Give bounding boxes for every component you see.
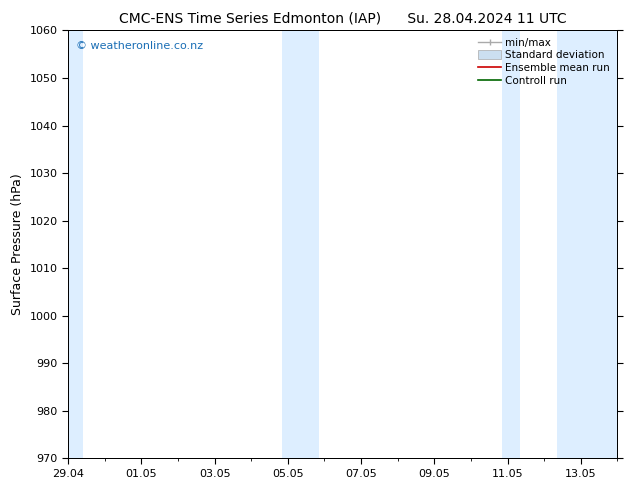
Bar bbox=[282, 30, 319, 459]
Text: © weatheronline.co.nz: © weatheronline.co.nz bbox=[77, 41, 204, 51]
Legend: min/max, Standard deviation, Ensemble mean run, Controll run: min/max, Standard deviation, Ensemble me… bbox=[476, 36, 612, 88]
Y-axis label: Surface Pressure (hPa): Surface Pressure (hPa) bbox=[11, 173, 24, 316]
Title: CMC-ENS Time Series Edmonton (IAP)      Su. 28.04.2024 11 UTC: CMC-ENS Time Series Edmonton (IAP) Su. 2… bbox=[119, 11, 567, 25]
Bar bbox=[557, 30, 619, 459]
Bar bbox=[502, 30, 521, 459]
Bar bbox=[67, 30, 83, 459]
